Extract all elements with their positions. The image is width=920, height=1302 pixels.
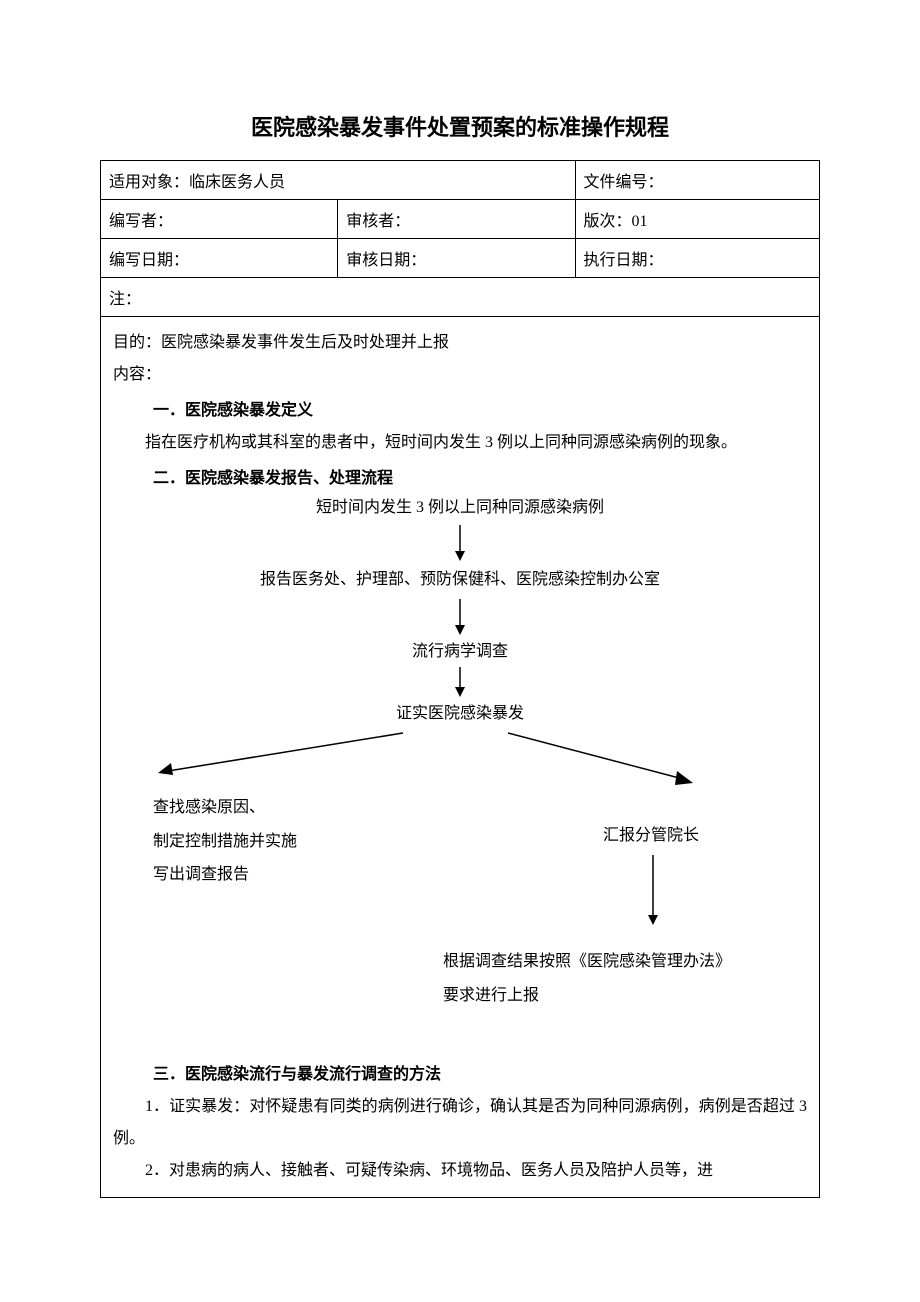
flowchart: 短时间内发生 3 例以上同种同源感染病例 报告医务处、护理部、预防保健科、医院感… <box>113 495 807 1055</box>
write-date-cell: 编写日期： <box>101 239 338 278</box>
arrow-diag-left-icon <box>153 731 413 793</box>
content-label: 内容： <box>113 359 807 391</box>
content-body: 目的：医院感染暴发事件发生后及时处理并上报 内容： 一．医院感染暴发定义 指在医… <box>100 317 820 1198</box>
flow-left-line1: 查找感染原因、 <box>153 791 353 825</box>
reviewer-cell: 审核者： <box>338 200 575 239</box>
flow-node-1: 短时间内发生 3 例以上同种同源感染病例 <box>316 495 604 521</box>
doc-number-cell: 文件编号： <box>575 161 819 200</box>
note-cell: 注： <box>101 278 820 317</box>
flow-left-line3: 写出调查报告 <box>153 858 353 892</box>
table-row: 编写日期： 审核日期： 执行日期： <box>101 239 820 278</box>
flow-node-2: 报告医务处、护理部、预防保健科、医院感染控制办公室 <box>260 567 660 593</box>
exec-date-cell: 执行日期： <box>575 239 819 278</box>
section1-text: 指在医疗机构或其科室的患者中，短时间内发生 3 例以上同种同源感染病例的现象。 <box>113 427 807 459</box>
table-row: 适用对象：临床医务人员 文件编号： <box>101 161 820 200</box>
arrow-down-icon <box>450 667 470 697</box>
flow-node-bottom: 根据调查结果按照《医院感染管理办法》 要求进行上报 <box>443 945 783 1012</box>
arrow-down-icon <box>450 525 470 561</box>
table-row: 注： <box>101 278 820 317</box>
arrow-down-icon <box>450 599 470 635</box>
flow-node-4: 证实医院感染暴发 <box>396 701 524 727</box>
section3-heading: 三．医院感染流行与暴发流行调查的方法 <box>113 1059 807 1091</box>
table-row: 编写者： 审核者： 版次：01 <box>101 200 820 239</box>
flow-bottom-line1: 根据调查结果按照《医院感染管理办法》 <box>443 945 783 979</box>
section3-p1: 1．证实暴发：对怀疑患有同类的病例进行确诊，确认其是否为同种同源病例，病例是否超… <box>113 1091 807 1155</box>
flow-node-3: 流行病学调查 <box>412 639 508 665</box>
flow-bottom-line2: 要求进行上报 <box>443 979 783 1013</box>
arrow-diag-right-icon <box>503 731 703 803</box>
review-date-cell: 审核日期： <box>338 239 575 278</box>
section1-heading: 一．医院感染暴发定义 <box>113 395 807 427</box>
arrow-down-icon <box>643 855 663 937</box>
version-cell: 版次：01 <box>575 200 819 239</box>
purpose-line: 目的：医院感染暴发事件发生后及时处理并上报 <box>113 327 807 359</box>
section2-heading: 二．医院感染暴发报告、处理流程 <box>113 463 807 495</box>
flow-node-right: 汇报分管院长 <box>603 823 699 849</box>
header-table: 适用对象：临床医务人员 文件编号： 编写者： 审核者： 版次：01 编写日期： … <box>100 160 820 317</box>
section3-p2: 2．对患病的病人、接触者、可疑传染病、环境物品、医务人员及陪护人员等，进 <box>113 1155 807 1187</box>
flow-left-line2: 制定控制措施并实施 <box>153 825 353 859</box>
writer-cell: 编写者： <box>101 200 338 239</box>
applicable-cell: 适用对象：临床医务人员 <box>101 161 576 200</box>
document-title: 医院感染暴发事件处置预案的标准操作规程 <box>100 110 820 142</box>
flow-node-left-branch: 查找感染原因、 制定控制措施并实施 写出调查报告 <box>153 791 353 892</box>
